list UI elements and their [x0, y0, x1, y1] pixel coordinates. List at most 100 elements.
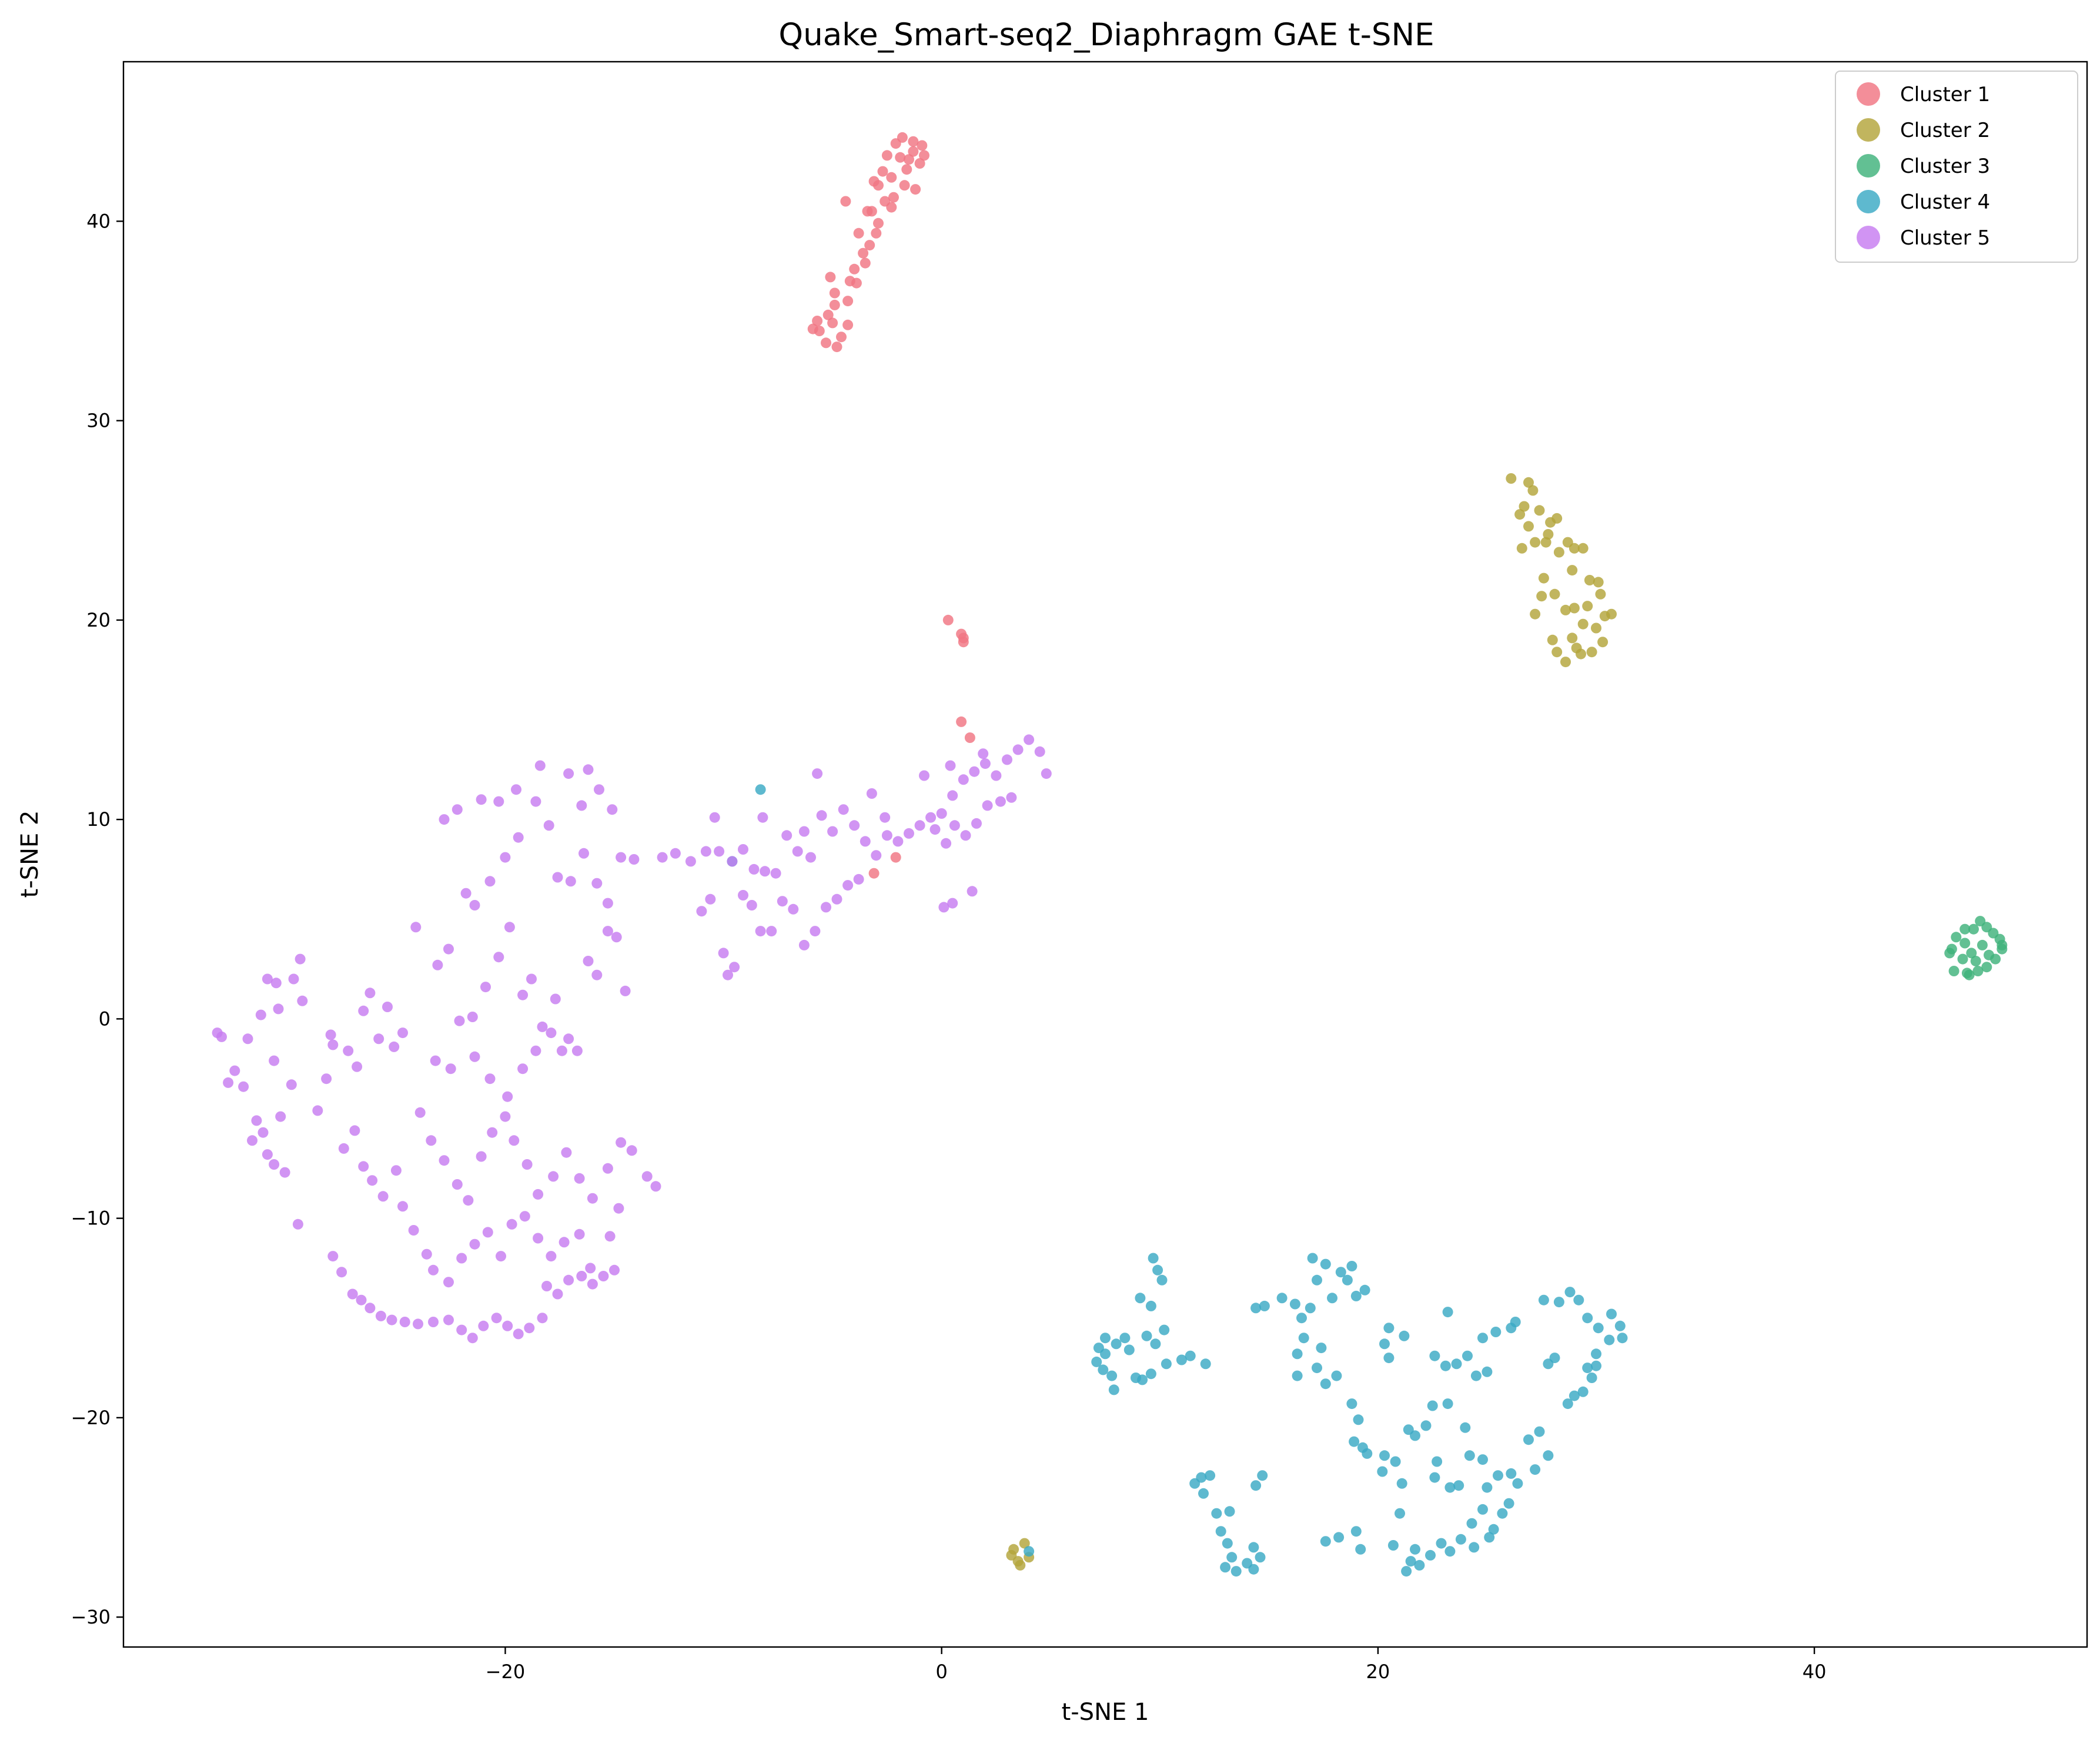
cluster-5-point — [349, 1125, 360, 1136]
cluster-4-point — [1248, 1542, 1259, 1553]
y-tick-label: 30 — [86, 410, 111, 432]
cluster-5-point — [738, 844, 748, 855]
cluster-4-point — [1226, 1552, 1238, 1563]
cluster-5-point — [386, 1314, 397, 1325]
cluster-3-point — [1957, 953, 1968, 965]
cluster-2-point — [1527, 485, 1539, 496]
cluster-5-point — [967, 886, 978, 897]
cluster-1-point — [914, 158, 925, 169]
cluster-5-point — [258, 1127, 269, 1138]
cluster-4-point — [1444, 1482, 1456, 1493]
cluster-5-point — [788, 903, 799, 915]
cluster-5-point — [548, 1171, 559, 1182]
cluster-4-point — [1617, 1333, 1628, 1344]
cluster-1-point — [829, 287, 840, 299]
cluster-5-point — [502, 1320, 513, 1331]
cluster-4-point — [1148, 1253, 1159, 1264]
cluster-1-point — [942, 614, 954, 625]
cluster-5-point — [496, 1251, 506, 1262]
cluster-1-point — [890, 852, 901, 863]
cluster-4-point — [1387, 1540, 1399, 1551]
cluster-4-point — [1320, 1536, 1331, 1547]
cluster-1-point — [827, 317, 838, 329]
y-tick-label: −20 — [71, 1407, 111, 1429]
cluster-5-point — [576, 800, 587, 811]
cluster-5-point — [469, 1238, 480, 1250]
cluster-4-point — [1296, 1313, 1307, 1324]
cluster-3-point — [1951, 932, 1962, 943]
cluster-5-point — [945, 760, 956, 771]
cluster-4-point — [1289, 1298, 1300, 1310]
cluster-1-point — [853, 227, 864, 239]
cluster-4-point — [1135, 1293, 1146, 1304]
cluster-4-point — [1383, 1353, 1395, 1364]
cluster-4-point — [1111, 1338, 1122, 1350]
cluster-4-point — [1350, 1290, 1362, 1301]
cluster-5-point — [714, 846, 725, 857]
cluster-4-point — [1098, 1364, 1109, 1375]
cluster-5-point — [478, 1320, 489, 1331]
cluster-5-point — [509, 1135, 520, 1146]
cluster-5-point — [805, 852, 816, 863]
cluster-5-point — [881, 830, 892, 841]
cluster-2-point — [1008, 1544, 1019, 1555]
cluster-4-point — [1379, 1450, 1390, 1461]
cluster-4-point — [1436, 1538, 1447, 1549]
cluster-5-point — [860, 836, 871, 847]
cluster-4-point — [1440, 1360, 1451, 1371]
cluster-2-point — [1523, 477, 1534, 488]
cluster-4-point — [1176, 1354, 1187, 1365]
cluster-4-point — [755, 784, 766, 795]
cluster-4-point — [1564, 1287, 1576, 1298]
y-tick-label: 0 — [99, 1007, 111, 1030]
cluster-4-point — [1482, 1482, 1493, 1493]
cluster-5-point — [513, 832, 524, 843]
cluster-5-point — [838, 804, 849, 815]
cluster-5-point — [491, 1313, 502, 1324]
cluster-5-point — [408, 1225, 419, 1236]
cluster-2-point — [1606, 608, 1617, 620]
cluster-5-point — [537, 1313, 548, 1324]
cluster-5-point — [454, 1015, 465, 1026]
cluster-4-point — [1405, 1556, 1416, 1567]
cluster-2-point — [1586, 647, 1597, 658]
cluster-5-point — [521, 1159, 533, 1170]
cluster-5-point — [871, 850, 882, 861]
cluster-4-point — [1569, 1390, 1580, 1401]
cluster-5-point — [602, 926, 613, 937]
cluster-5-point — [358, 1161, 369, 1172]
legend-box — [1835, 71, 2078, 263]
cluster-5-point — [936, 808, 947, 819]
cluster-4-point — [1156, 1274, 1168, 1286]
cluster-3-point — [1970, 956, 1981, 966]
cluster-5-point — [598, 1271, 609, 1281]
legend-marker-cluster-3 — [1857, 154, 1880, 178]
cluster-4-point — [1024, 1546, 1035, 1557]
cluster-4-point — [1399, 1330, 1410, 1341]
cluster-4-point — [1305, 1303, 1316, 1314]
cluster-5-point — [467, 1012, 478, 1022]
cluster-4-point — [1250, 1303, 1262, 1314]
cluster-4-point — [1377, 1466, 1388, 1477]
cluster-4-point — [1562, 1398, 1573, 1410]
x-tick-label: −20 — [486, 1661, 526, 1683]
cluster-4-point — [1230, 1566, 1242, 1577]
cluster-4-point — [1410, 1430, 1420, 1441]
cluster-5-point — [288, 973, 299, 985]
cluster-5-point — [552, 1288, 563, 1300]
cluster-4-point — [1455, 1534, 1466, 1545]
cluster-5-point — [410, 922, 422, 933]
cluster-4-point — [1453, 1480, 1464, 1491]
cluster-4-point — [1460, 1422, 1471, 1433]
cluster-4-point — [1614, 1320, 1626, 1331]
cluster-4-point — [1582, 1313, 1593, 1324]
cluster-5-point — [842, 880, 854, 891]
cluster-4-point — [1591, 1348, 1601, 1360]
cluster-4-point — [1362, 1448, 1373, 1459]
cluster-5-point — [563, 768, 574, 779]
cluster-5-point — [626, 1145, 637, 1156]
cluster-1-point — [901, 164, 912, 175]
cluster-5-point — [482, 1227, 493, 1238]
cluster-4-point — [1464, 1450, 1475, 1461]
cluster-5-point — [327, 1251, 339, 1262]
